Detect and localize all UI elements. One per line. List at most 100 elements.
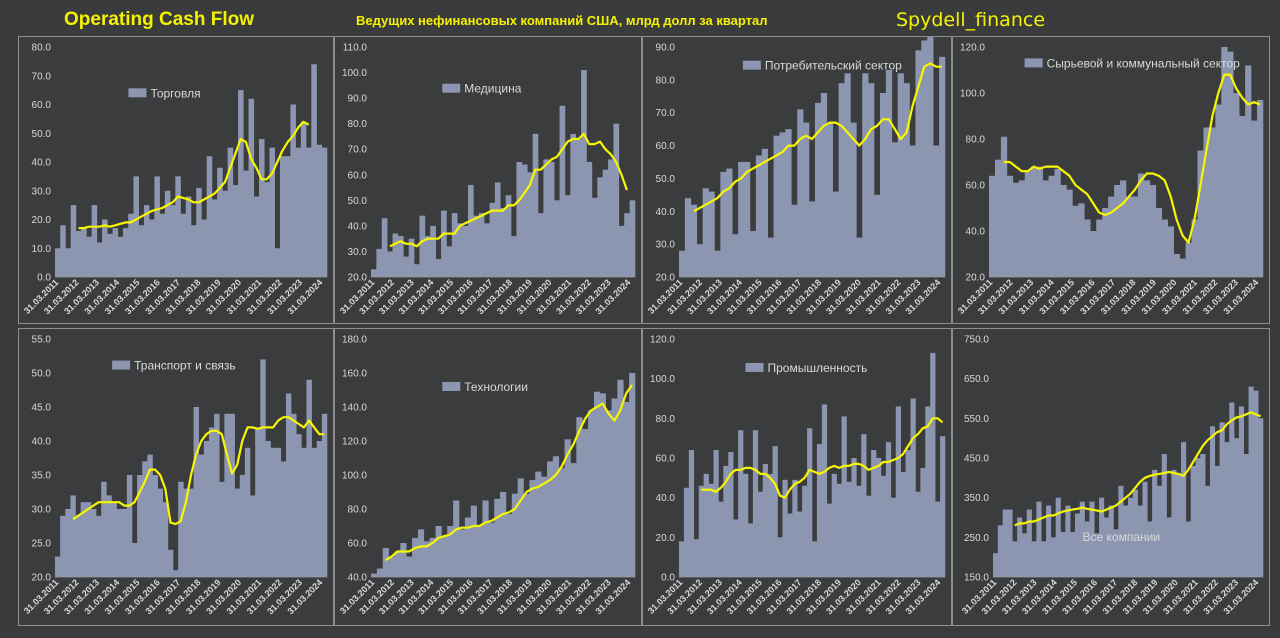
bar (925, 406, 931, 577)
bar (994, 159, 1002, 277)
bar (1251, 120, 1258, 277)
bar (1166, 517, 1172, 577)
bar (201, 219, 207, 277)
bar (1215, 104, 1222, 277)
y-tick-label: 20.0 (656, 273, 676, 284)
bar (1070, 533, 1076, 577)
bar (457, 223, 463, 277)
y-tick-label: 20.0 (32, 215, 52, 226)
bar (693, 539, 700, 577)
bar (1074, 513, 1081, 577)
bar (785, 129, 792, 277)
bar (909, 145, 916, 277)
bar (91, 205, 98, 277)
bar (55, 248, 61, 277)
bar (1036, 501, 1042, 577)
bar (116, 509, 123, 577)
bar (605, 410, 612, 577)
bar (417, 529, 425, 577)
bar (167, 549, 174, 577)
y-tick-label: 750.0 (964, 335, 989, 346)
bar (1239, 116, 1246, 277)
y-tick-label: 140.0 (342, 403, 367, 414)
bar (253, 196, 260, 277)
bar (1167, 226, 1174, 277)
bar (915, 491, 921, 577)
y-tick-label: 55.0 (32, 335, 52, 346)
bar (517, 478, 524, 577)
bar (696, 244, 703, 277)
bar (1078, 203, 1085, 277)
bar (70, 205, 77, 277)
bar (900, 471, 906, 577)
bar (1007, 509, 1013, 577)
bar (500, 208, 506, 277)
bar (178, 481, 184, 577)
bar (143, 205, 150, 277)
bar (138, 225, 145, 277)
y-tick-label: 40.0 (348, 221, 368, 232)
bar (173, 570, 179, 577)
chart-svg: 20.0 30.0 40.0 50.0 60.0 70.0 80.0 90.0 100.0 110… (338, 43, 636, 316)
y-tick-label: 80.0 (348, 505, 368, 516)
bar (826, 122, 833, 277)
bar (930, 352, 936, 577)
bar (832, 191, 839, 277)
bar (1090, 231, 1097, 277)
bar (121, 509, 128, 577)
bar (1185, 521, 1191, 577)
y-tick-label: 60.0 (32, 100, 52, 111)
bar (102, 219, 108, 277)
bar (301, 447, 307, 577)
bar (259, 139, 265, 277)
bar (447, 526, 454, 577)
bar (807, 428, 813, 577)
bar (494, 498, 501, 577)
bar (1030, 166, 1037, 277)
bar (1041, 541, 1047, 577)
bar (885, 70, 893, 277)
bar (128, 213, 134, 277)
bar (234, 488, 241, 577)
y-tick-label: 40.0 (656, 493, 676, 504)
y-tick-label: 50.0 (656, 174, 676, 185)
y-tick-label: 30.0 (32, 505, 52, 516)
bar (482, 500, 489, 577)
bar (749, 231, 757, 277)
bar (291, 413, 297, 577)
bar (521, 164, 528, 277)
bar (1099, 497, 1105, 577)
bar (761, 148, 768, 277)
bar (1042, 180, 1049, 277)
bar (185, 196, 192, 277)
bar (816, 444, 823, 577)
bar (198, 454, 205, 577)
bar (1257, 99, 1264, 278)
y-tick-label: 100.0 (342, 471, 367, 482)
chart-panel: 0.0 10.0 20.0 30.0 40.0 50.0 60.0 70.0 80.0 31.03… (18, 36, 334, 324)
bar (296, 434, 302, 577)
bar (180, 213, 187, 277)
chart-svg: 20.030.040.050.060.070.080.090.031.03.20… (646, 37, 946, 316)
bar (248, 98, 255, 277)
bar (532, 133, 539, 277)
bar (591, 197, 598, 277)
bar (1258, 418, 1264, 577)
bar (126, 475, 133, 577)
bar (921, 40, 928, 277)
y-tick-label: 20.0 (348, 273, 368, 284)
y-tick-label: 250.0 (964, 533, 989, 544)
bar (570, 463, 577, 577)
bar (618, 225, 625, 277)
y-tick-label: 60.0 (348, 539, 368, 550)
bar (1181, 442, 1187, 577)
bar (547, 461, 554, 577)
bar (1055, 497, 1061, 577)
bar (1209, 127, 1216, 277)
bar (814, 102, 822, 277)
bar (702, 188, 709, 277)
bar (851, 458, 857, 577)
bar (905, 450, 911, 577)
bar (484, 223, 490, 277)
bar (838, 83, 845, 277)
